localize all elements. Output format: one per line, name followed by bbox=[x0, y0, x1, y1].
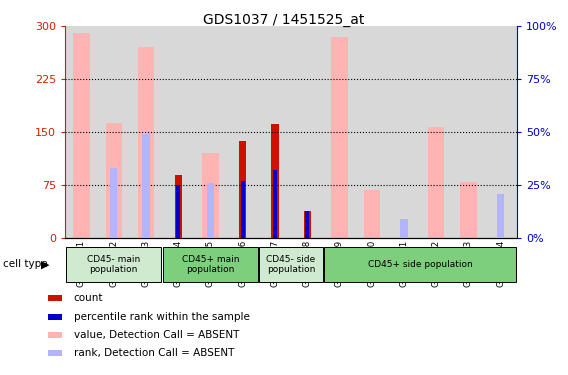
Bar bbox=[485, 26, 517, 238]
Bar bbox=[323, 26, 356, 238]
Bar bbox=[239, 141, 247, 238]
Bar bbox=[291, 26, 323, 238]
Bar bbox=[291, 26, 323, 238]
Bar bbox=[388, 26, 420, 238]
Bar bbox=[207, 183, 214, 238]
Text: CD45+ main
population: CD45+ main population bbox=[182, 255, 239, 274]
Bar bbox=[98, 26, 130, 238]
Bar bbox=[162, 26, 194, 238]
Bar bbox=[497, 194, 504, 238]
Bar bbox=[194, 26, 227, 238]
Bar bbox=[130, 26, 162, 238]
Bar bbox=[452, 26, 485, 238]
Bar bbox=[48, 350, 62, 356]
Text: count: count bbox=[74, 293, 103, 303]
Text: value, Detection Call = ABSENT: value, Detection Call = ABSENT bbox=[74, 330, 239, 340]
Bar bbox=[48, 314, 62, 320]
Text: CD45- main
population: CD45- main population bbox=[87, 255, 140, 274]
Text: ▶: ▶ bbox=[41, 260, 49, 269]
Bar bbox=[356, 26, 388, 238]
Bar bbox=[291, 26, 323, 238]
Text: cell type: cell type bbox=[3, 260, 48, 269]
Bar bbox=[227, 26, 259, 238]
Bar bbox=[259, 26, 291, 238]
Bar bbox=[130, 26, 162, 238]
Bar bbox=[227, 26, 259, 238]
Bar bbox=[65, 26, 98, 238]
Bar bbox=[331, 37, 348, 238]
Bar bbox=[227, 26, 259, 238]
Bar bbox=[202, 153, 219, 238]
FancyBboxPatch shape bbox=[162, 247, 258, 282]
Bar bbox=[48, 295, 62, 301]
Bar bbox=[175, 175, 182, 238]
Bar bbox=[194, 26, 227, 238]
Bar bbox=[305, 211, 309, 238]
Bar bbox=[241, 181, 245, 238]
FancyBboxPatch shape bbox=[66, 247, 161, 282]
Bar bbox=[420, 26, 452, 238]
Bar bbox=[65, 26, 98, 238]
Bar bbox=[420, 26, 452, 238]
Bar bbox=[272, 124, 278, 238]
Bar bbox=[162, 26, 194, 238]
Bar bbox=[73, 33, 90, 238]
Bar bbox=[485, 26, 517, 238]
Bar bbox=[106, 123, 122, 238]
Bar bbox=[65, 26, 98, 238]
Text: rank, Detection Call = ABSENT: rank, Detection Call = ABSENT bbox=[74, 348, 234, 358]
Bar bbox=[388, 26, 420, 238]
Bar bbox=[356, 26, 388, 238]
Text: percentile rank within the sample: percentile rank within the sample bbox=[74, 312, 249, 322]
Bar bbox=[461, 182, 477, 238]
Bar bbox=[400, 219, 407, 238]
Bar bbox=[259, 26, 291, 238]
Bar bbox=[162, 26, 194, 238]
Bar bbox=[194, 26, 227, 238]
Bar bbox=[273, 170, 277, 238]
Bar bbox=[138, 48, 154, 238]
Bar bbox=[452, 26, 485, 238]
Bar bbox=[485, 26, 517, 238]
Bar bbox=[143, 134, 149, 238]
Bar bbox=[323, 26, 356, 238]
Bar bbox=[48, 332, 62, 338]
FancyBboxPatch shape bbox=[324, 247, 516, 282]
Bar bbox=[452, 26, 485, 238]
Bar bbox=[356, 26, 388, 238]
Bar bbox=[323, 26, 356, 238]
Text: CD45- side
population: CD45- side population bbox=[266, 255, 316, 274]
Bar bbox=[98, 26, 130, 238]
Bar bbox=[364, 190, 380, 238]
Text: CD45+ side population: CD45+ side population bbox=[367, 260, 473, 269]
FancyBboxPatch shape bbox=[260, 247, 323, 282]
Bar bbox=[388, 26, 420, 238]
Bar bbox=[176, 185, 180, 238]
Bar bbox=[420, 26, 452, 238]
Bar bbox=[304, 211, 311, 238]
Bar bbox=[259, 26, 291, 238]
Bar bbox=[428, 126, 444, 238]
Bar bbox=[110, 168, 117, 238]
Bar bbox=[98, 26, 130, 238]
Bar bbox=[130, 26, 162, 238]
Text: GDS1037 / 1451525_at: GDS1037 / 1451525_at bbox=[203, 13, 365, 27]
